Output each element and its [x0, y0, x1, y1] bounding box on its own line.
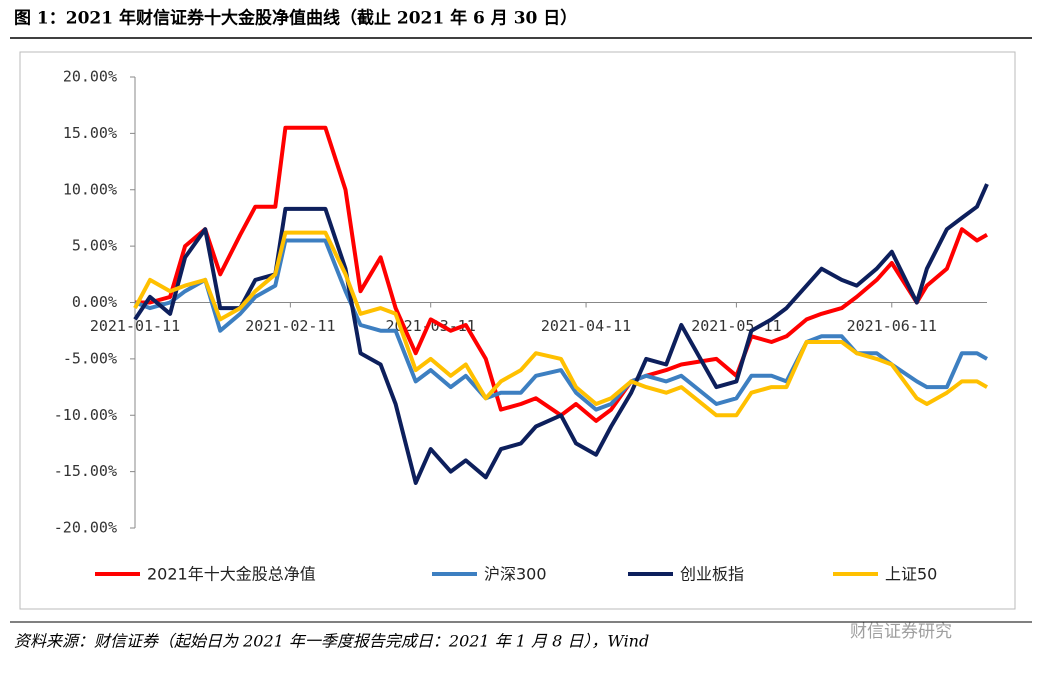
y-tick-label: -20.00%	[54, 519, 117, 537]
legend-label: 上证50	[885, 565, 937, 584]
watermark: 财信证券研究	[850, 622, 952, 642]
chart-frame	[19, 51, 1016, 610]
x-tick-label: 2021-06-11	[847, 317, 937, 335]
x-tick-label: 2021-05-11	[691, 317, 781, 335]
y-tick-label: 15.00%	[63, 124, 117, 142]
y-tick-label: 10.00%	[63, 180, 117, 198]
chart-title: 图 1：2021 年财信证券十大金股净值曲线（截止 2021 年 6 月 30 …	[14, 8, 577, 29]
source-note: 资料来源：财信证券（起始日为 2021 年一季度报告完成日：2021 年 1 月…	[14, 632, 649, 651]
series-line	[135, 125, 988, 423]
y-tick-label: -15.00%	[54, 462, 117, 480]
legend-label: 2021年十大金股总净值	[147, 565, 316, 584]
y-tick-label: -10.00%	[54, 406, 117, 424]
y-tick-label: 20.00%	[63, 68, 117, 86]
x-tick-label: 2021-02-11	[245, 317, 335, 335]
y-tick-label: 5.00%	[72, 237, 117, 255]
x-tick-label: 2021-01-11	[90, 317, 180, 335]
y-tick-label: 0.00%	[72, 293, 117, 311]
series-line	[133, 230, 988, 418]
legend-label: 创业板指	[680, 565, 744, 584]
y-tick-label: -5.00%	[63, 349, 117, 367]
x-tick-label: 2021-04-11	[541, 317, 631, 335]
legend-label: 沪深300	[484, 565, 547, 584]
